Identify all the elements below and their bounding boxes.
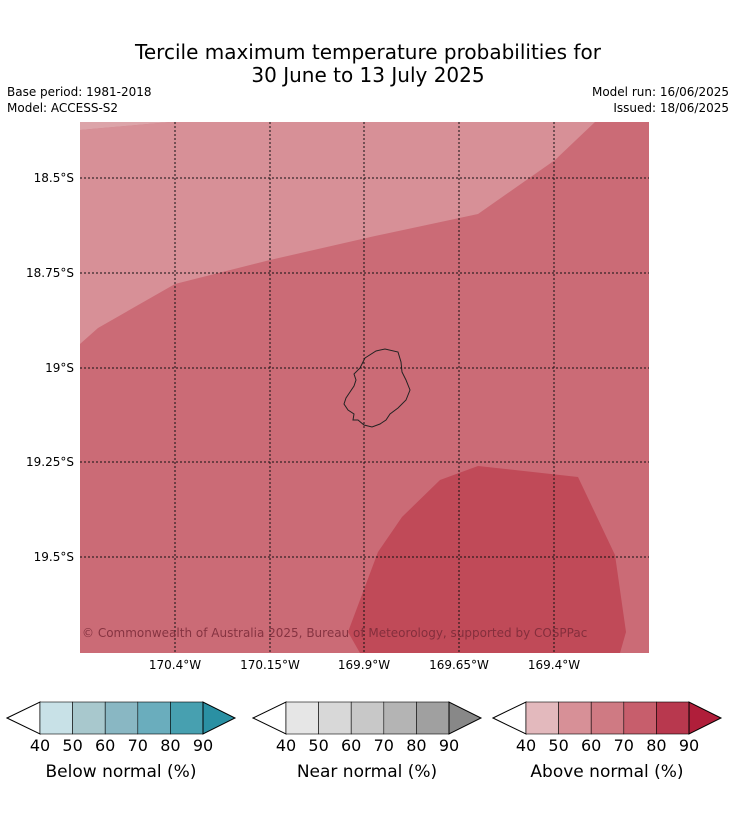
- colorbar-extend-low: [6, 701, 41, 735]
- colorbar-label-below: Below normal (%): [45, 762, 197, 782]
- colorbar-segment: [623, 701, 657, 735]
- region-above-70-80: [348, 466, 626, 653]
- colorbar-tick-label: 70: [127, 736, 148, 755]
- colorbar-segment: [170, 701, 204, 735]
- colorbar-segment: [558, 701, 592, 735]
- colorbar-tick-label: 70: [613, 736, 634, 755]
- colorbar-segment: [39, 701, 73, 735]
- island-outline: [343, 348, 411, 428]
- lat-label: 18.75°S: [26, 266, 74, 280]
- lon-label: 169.65°W: [429, 658, 489, 672]
- colorbar-segment: [656, 701, 690, 735]
- colorbar-tick-label: 60: [341, 736, 362, 755]
- colorbar-tick-label: 40: [515, 736, 537, 755]
- lon-label: 170.4°W: [148, 658, 202, 672]
- colorbar-tick-label: 90: [438, 736, 460, 755]
- issued-text: Issued: 18/06/2025: [613, 101, 729, 115]
- colorbar-tick-label: 60: [581, 736, 602, 755]
- colorbar-segment: [525, 701, 559, 735]
- colorbar-tick-label: 80: [646, 736, 667, 755]
- colorbar-tick-label: 50: [548, 736, 569, 755]
- lat-label: 19.5°S: [33, 550, 74, 564]
- meta-right: Model run: 16/06/2025 Issued: 18/06/2025: [592, 84, 729, 116]
- colorbar-tick-label: 90: [678, 736, 700, 755]
- lat-label: 19°S: [45, 361, 74, 375]
- colorbar-below-normal: [6, 701, 237, 735]
- meta-left: Base period: 1981-2018 Model: ACCESS-S2: [7, 84, 152, 116]
- colorbar-tick-label: 80: [406, 736, 427, 755]
- colorbar-segment: [285, 701, 319, 735]
- lon-label: 169.4°W: [527, 658, 581, 672]
- colorbar-tick-label: 70: [373, 736, 394, 755]
- colorbar-segment: [590, 701, 625, 735]
- lon-label: 170.15°W: [240, 658, 300, 672]
- model-text: Model: ACCESS-S2: [7, 101, 119, 115]
- colorbar-tick-label: 60: [95, 736, 116, 755]
- title-line-2: 30 June to 13 July 2025: [251, 63, 485, 87]
- colorbar-tick-label: 40: [29, 736, 51, 755]
- grid-lines: [80, 122, 649, 653]
- colorbar-extend-low: [252, 701, 287, 735]
- region-above-lightest: [80, 122, 170, 130]
- colorbar-segment: [104, 701, 139, 735]
- colorbar-above-normal: [492, 701, 723, 735]
- colorbar-segment: [416, 701, 450, 735]
- map-panel: [80, 122, 649, 653]
- colorbar-extend-high: [202, 701, 237, 735]
- colorbar-tick-label: 50: [308, 736, 329, 755]
- base-period-text: Base period: 1981-2018: [7, 85, 152, 99]
- title-line-1: Tercile maximum temperature probabilitie…: [135, 40, 601, 64]
- colorbar-segment: [383, 701, 417, 735]
- colorbar-tick-label: 80: [160, 736, 181, 755]
- colorbar-near-normal: [252, 701, 483, 735]
- model-run-text: Model run: 16/06/2025: [591, 85, 729, 99]
- colorbar-extend-high: [688, 701, 723, 735]
- colorbar-tick-label: 90: [192, 736, 214, 755]
- colorbar-segment: [318, 701, 352, 735]
- colorbar-tick-label: 40: [275, 736, 297, 755]
- colorbar-label-near: Near normal (%): [296, 762, 438, 782]
- colorbar-segment: [72, 701, 106, 735]
- colorbar-label-above: Above normal (%): [530, 762, 684, 782]
- colorbar-segment: [350, 701, 385, 735]
- colorbar-tick-label: 50: [62, 736, 83, 755]
- colorbar-extend-high: [448, 701, 483, 735]
- lat-label: 18.5°S: [33, 171, 74, 185]
- lat-label: 19.25°S: [26, 455, 74, 469]
- copyright-text: © Commonwealth of Australia 2025, Bureau…: [82, 626, 588, 640]
- colorbar-extend-low: [492, 701, 527, 735]
- colorbar-segment: [137, 701, 171, 735]
- lon-label: 169.9°W: [337, 658, 391, 672]
